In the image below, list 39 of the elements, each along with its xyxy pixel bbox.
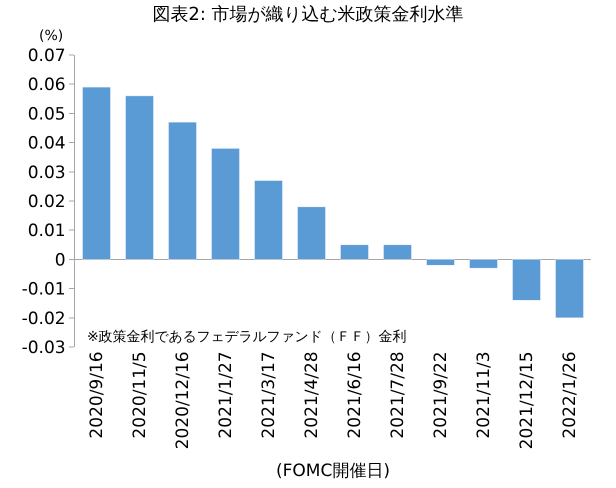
x-tick-label: 2021/11/3 bbox=[474, 351, 494, 439]
bar bbox=[426, 259, 455, 266]
y-tick-label: -0.01 bbox=[22, 280, 66, 300]
y-tick-label: -0.03 bbox=[22, 338, 66, 358]
y-axis-title: (%) bbox=[39, 28, 64, 44]
x-tick-label: 2020/11/5 bbox=[130, 351, 150, 439]
x-tick-label: 2021/1/27 bbox=[216, 351, 236, 439]
y-tick-label: 0.06 bbox=[28, 75, 66, 96]
bar bbox=[168, 122, 197, 260]
x-axis-title: (FOMC開催日) bbox=[276, 460, 390, 481]
bar bbox=[297, 206, 326, 260]
bar bbox=[211, 148, 240, 260]
x-tick-label: 2021/7/28 bbox=[388, 351, 408, 439]
x-tick-label: 2021/6/16 bbox=[345, 351, 366, 439]
y-tick-label: 0.01 bbox=[28, 221, 66, 242]
bar bbox=[82, 86, 111, 260]
bar bbox=[254, 180, 283, 260]
bar bbox=[555, 259, 584, 318]
chart-title: 図表2: 市場が織り込む米政策金利水準 bbox=[152, 4, 464, 25]
bar bbox=[340, 244, 369, 260]
y-tick-label: 0.05 bbox=[28, 104, 66, 124]
bar bbox=[469, 259, 498, 268]
x-tick-label: 2021/3/17 bbox=[259, 351, 280, 439]
y-tick-label: 0.04 bbox=[28, 134, 66, 154]
x-tick-label: 2020/9/16 bbox=[87, 351, 108, 439]
y-tick-label: 0.02 bbox=[28, 192, 66, 212]
y-tick-label: 0.07 bbox=[28, 46, 66, 66]
y-tick-label: -0.02 bbox=[22, 308, 66, 329]
x-tick-label: 2021/12/15 bbox=[517, 351, 538, 450]
x-tick-label: 2022/1/26 bbox=[560, 351, 580, 439]
x-tick-label: 2020/12/16 bbox=[173, 351, 194, 450]
y-tick-label: 0 bbox=[54, 250, 66, 270]
y-tick-label: 0.03 bbox=[28, 162, 66, 183]
bar bbox=[512, 259, 541, 301]
x-tick-label: 2021/4/28 bbox=[302, 351, 322, 439]
bar bbox=[383, 244, 412, 260]
x-tick-label: 2021/9/22 bbox=[431, 351, 452, 439]
annotation: ※政策金利であるフェデラルファンド（ＦＦ）金利 bbox=[87, 329, 407, 345]
bar bbox=[125, 96, 154, 260]
